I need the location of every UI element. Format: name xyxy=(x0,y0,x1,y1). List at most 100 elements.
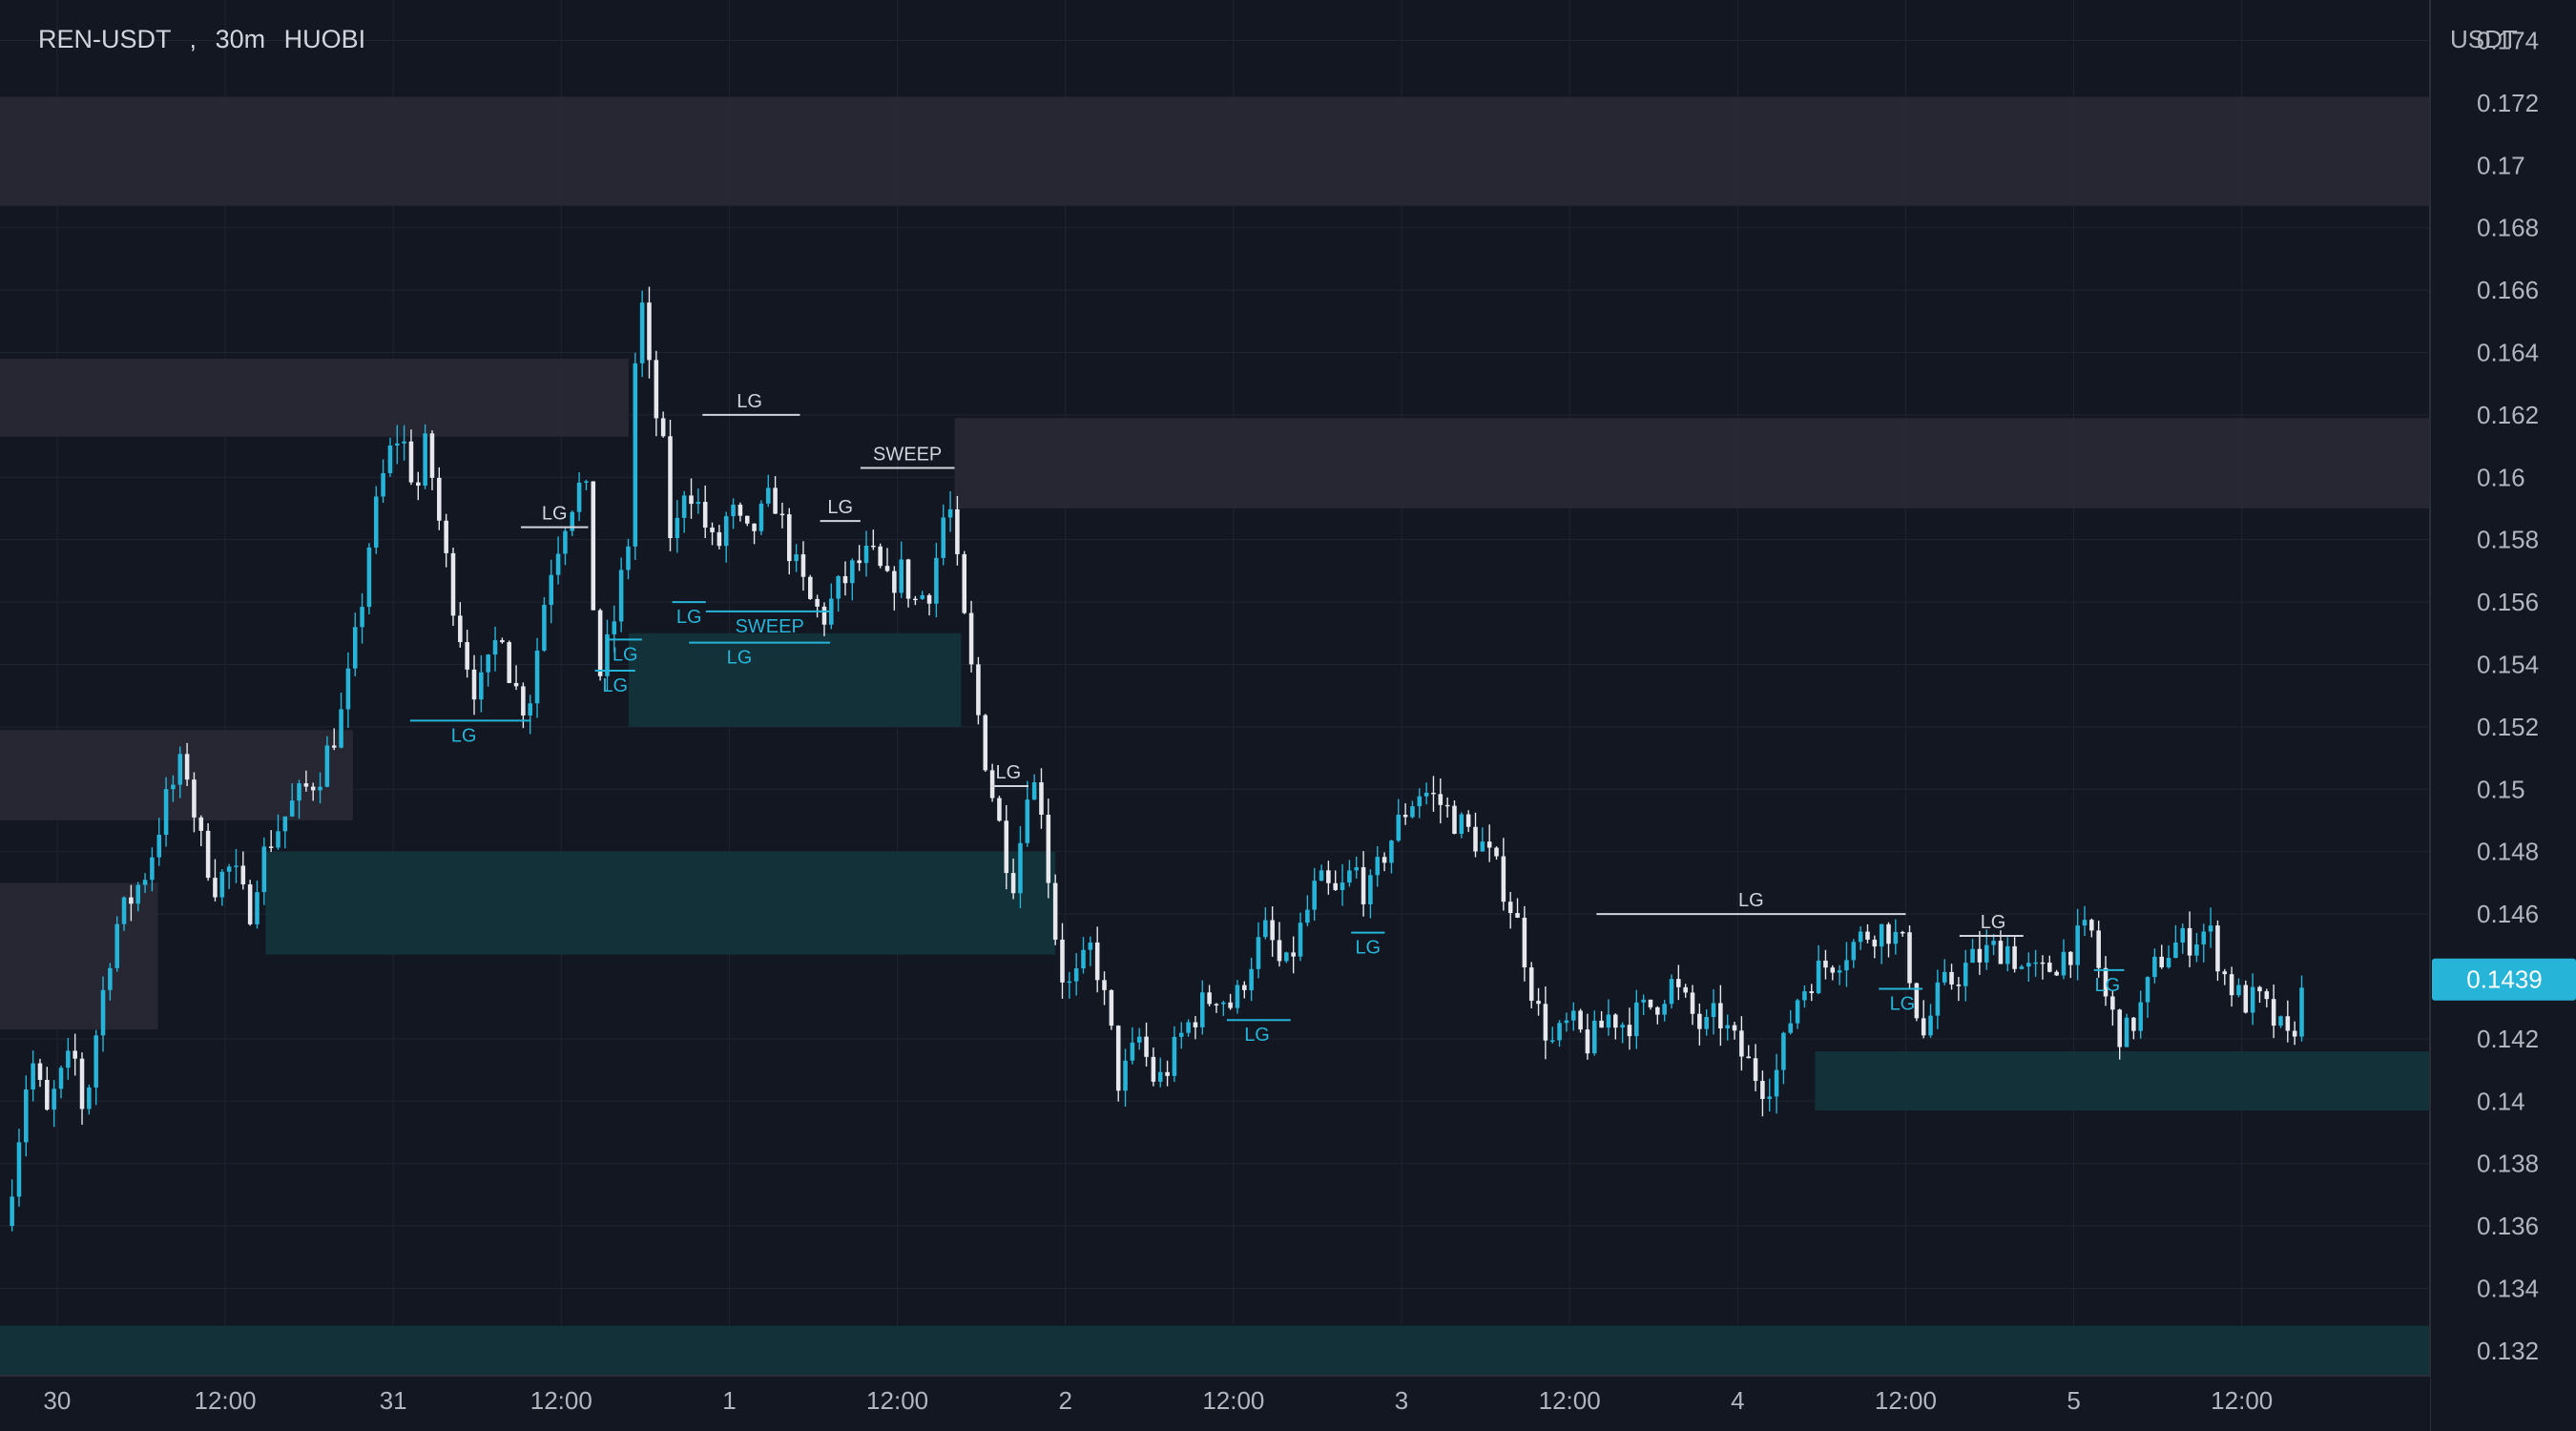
candle-body xyxy=(2278,1016,2283,1027)
candle-body xyxy=(1396,815,1402,841)
candle-body xyxy=(394,443,400,446)
time-tick-label: 2 xyxy=(1059,1386,1072,1415)
candle-body xyxy=(1452,805,1457,834)
price-tick-label: 0.148 xyxy=(2477,838,2539,866)
price-axis: 0.174 0.172 0.17 0.168 0.166 0.164 0.162 0.16 0.… xyxy=(2477,27,2539,1365)
candle-body xyxy=(1402,815,1408,818)
time-tick-label: 12:00 xyxy=(1875,1386,1937,1415)
time-tick-label: 12:00 xyxy=(866,1386,928,1415)
price-tick-label: 0.172 xyxy=(2477,89,2539,117)
candle-body xyxy=(234,865,239,867)
candle-body xyxy=(1774,1069,1779,1097)
time-axis-panel[interactable] xyxy=(0,1376,2430,1431)
candle-body xyxy=(1781,1032,1786,1070)
candle-body xyxy=(1865,931,1870,940)
candle-body xyxy=(1410,806,1415,818)
candle-body xyxy=(2271,999,2276,1027)
time-tick-label: 4 xyxy=(1731,1386,1744,1415)
candle-body xyxy=(1942,971,1947,983)
price-axis-panel[interactable] xyxy=(2430,0,2576,1431)
current-price-badge: 0.1439 xyxy=(2432,958,2576,1001)
candle-body xyxy=(1739,1030,1744,1057)
candle-body xyxy=(605,633,610,676)
time-tick-label: 12:00 xyxy=(2211,1386,2273,1415)
candle-body xyxy=(205,830,211,879)
candle-body xyxy=(1977,948,1983,963)
candle-body xyxy=(997,798,1002,821)
candle-body xyxy=(1242,985,1247,990)
candle-body xyxy=(1507,902,1513,914)
candle-body xyxy=(37,1063,43,1080)
level-label: SWEEP xyxy=(860,444,955,469)
candle-body xyxy=(339,709,343,748)
candle-body xyxy=(2145,977,2150,1003)
candle-body xyxy=(808,576,813,599)
candle-body xyxy=(737,505,743,516)
candle-body xyxy=(584,481,589,484)
candle-body xyxy=(1928,1015,1933,1036)
candle-body xyxy=(1081,949,1086,969)
candle-body xyxy=(1872,939,1878,947)
candle-body xyxy=(10,1196,14,1227)
candle-body xyxy=(184,754,190,780)
candle-body xyxy=(2299,987,2304,1037)
candle-body xyxy=(689,495,694,505)
candle-body xyxy=(618,570,624,622)
candle-body xyxy=(1949,971,1954,985)
candle-body xyxy=(1375,857,1381,876)
level-label: LG xyxy=(1226,1019,1291,1046)
candle-body xyxy=(100,989,106,1036)
candle-body xyxy=(1207,992,1212,1005)
candle-body xyxy=(597,610,603,676)
candle-body xyxy=(1746,1056,1751,1059)
candle-body xyxy=(1760,1080,1765,1099)
demand-zone xyxy=(0,1325,2430,1376)
candle-body xyxy=(240,865,246,885)
candles xyxy=(10,286,2304,1232)
candle-body xyxy=(576,482,582,512)
candle-body xyxy=(171,784,176,790)
candle-body xyxy=(1326,870,1331,883)
candle-body xyxy=(1073,968,1079,982)
candle-body xyxy=(1613,1014,1618,1028)
candle-body xyxy=(2054,971,2059,976)
candle-body xyxy=(744,515,750,524)
candle-body xyxy=(1459,814,1465,834)
candle-body xyxy=(2166,958,2171,967)
level-label: LG xyxy=(1959,912,2024,937)
price-tick-label: 0.17 xyxy=(2477,151,2525,179)
supply-zone xyxy=(0,730,353,820)
candle-body xyxy=(1136,1036,1142,1043)
candle-body xyxy=(717,531,722,547)
candle-body xyxy=(675,517,680,539)
candle-body xyxy=(66,1050,71,1068)
candle-body xyxy=(1305,909,1310,923)
level-label-text: LG xyxy=(676,607,702,628)
candle-body xyxy=(1837,970,1842,973)
candle-body xyxy=(1004,820,1009,874)
candle-body xyxy=(836,575,841,599)
candle-body xyxy=(1963,963,1968,986)
candle-body xyxy=(1641,999,1646,1003)
candle-body xyxy=(871,545,876,548)
supply-zone xyxy=(954,418,2430,508)
candle-body xyxy=(941,517,945,558)
level-label-text: LG xyxy=(542,504,568,525)
candle-body xyxy=(591,481,596,611)
candle-body xyxy=(702,502,708,528)
candle-body xyxy=(1277,940,1282,962)
level-label: LG xyxy=(409,719,531,746)
time-tick-label: 1 xyxy=(722,1386,736,1415)
candle-body xyxy=(905,559,911,599)
candle-body xyxy=(1039,782,1044,815)
candle-body xyxy=(1851,942,1857,961)
level-label-text: LG xyxy=(727,648,753,669)
candle-body xyxy=(842,575,848,584)
candle-body xyxy=(1438,794,1444,805)
candle-body xyxy=(1984,944,1989,963)
candle-body xyxy=(542,605,547,651)
candle-body xyxy=(660,418,666,437)
candle-body xyxy=(1473,826,1478,852)
candle-body xyxy=(479,672,484,700)
